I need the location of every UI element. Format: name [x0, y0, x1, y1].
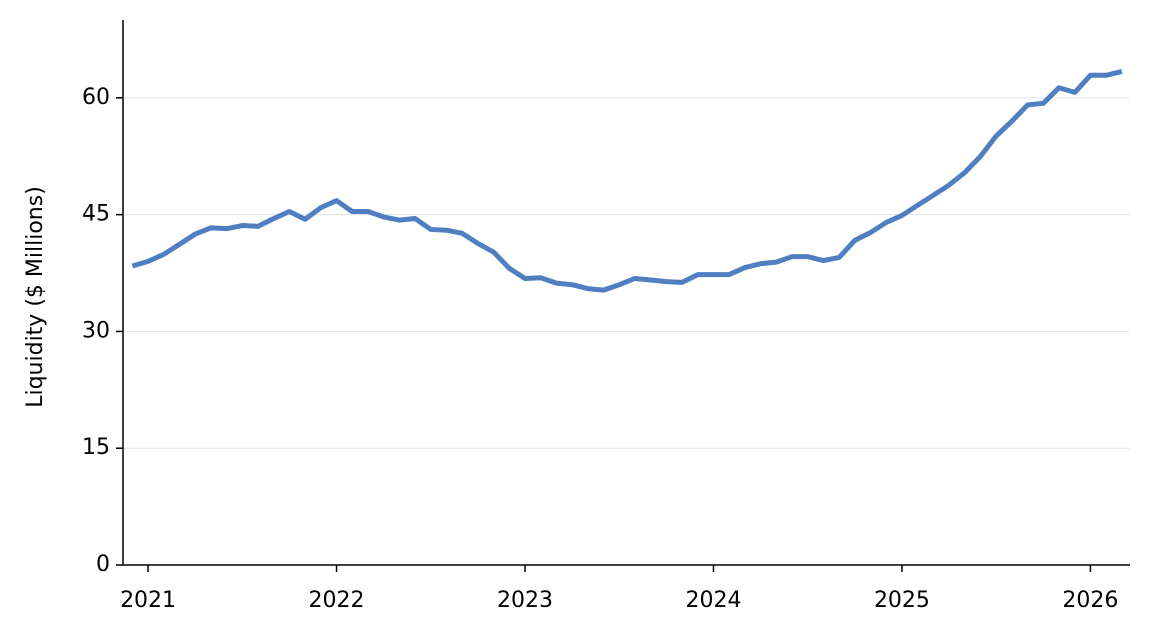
x-tick-label: 2024	[685, 588, 741, 613]
y-tick-label: 15	[82, 435, 110, 460]
y-tick-label: 0	[96, 552, 110, 577]
y-axis-label: Liquidity ($ Millions)	[23, 186, 48, 408]
y-tick-label: 30	[82, 318, 110, 343]
y-tick-label: 60	[82, 85, 110, 110]
x-tick-label: 2023	[497, 588, 553, 613]
line-series	[131, 68, 1123, 293]
x-tick-label: 2026	[1062, 588, 1118, 613]
x-tick-label: 2021	[120, 588, 176, 613]
x-tick-label: 2025	[874, 588, 930, 613]
x-tick-label: 2022	[309, 588, 365, 613]
y-tick-label: 45	[82, 202, 110, 227]
